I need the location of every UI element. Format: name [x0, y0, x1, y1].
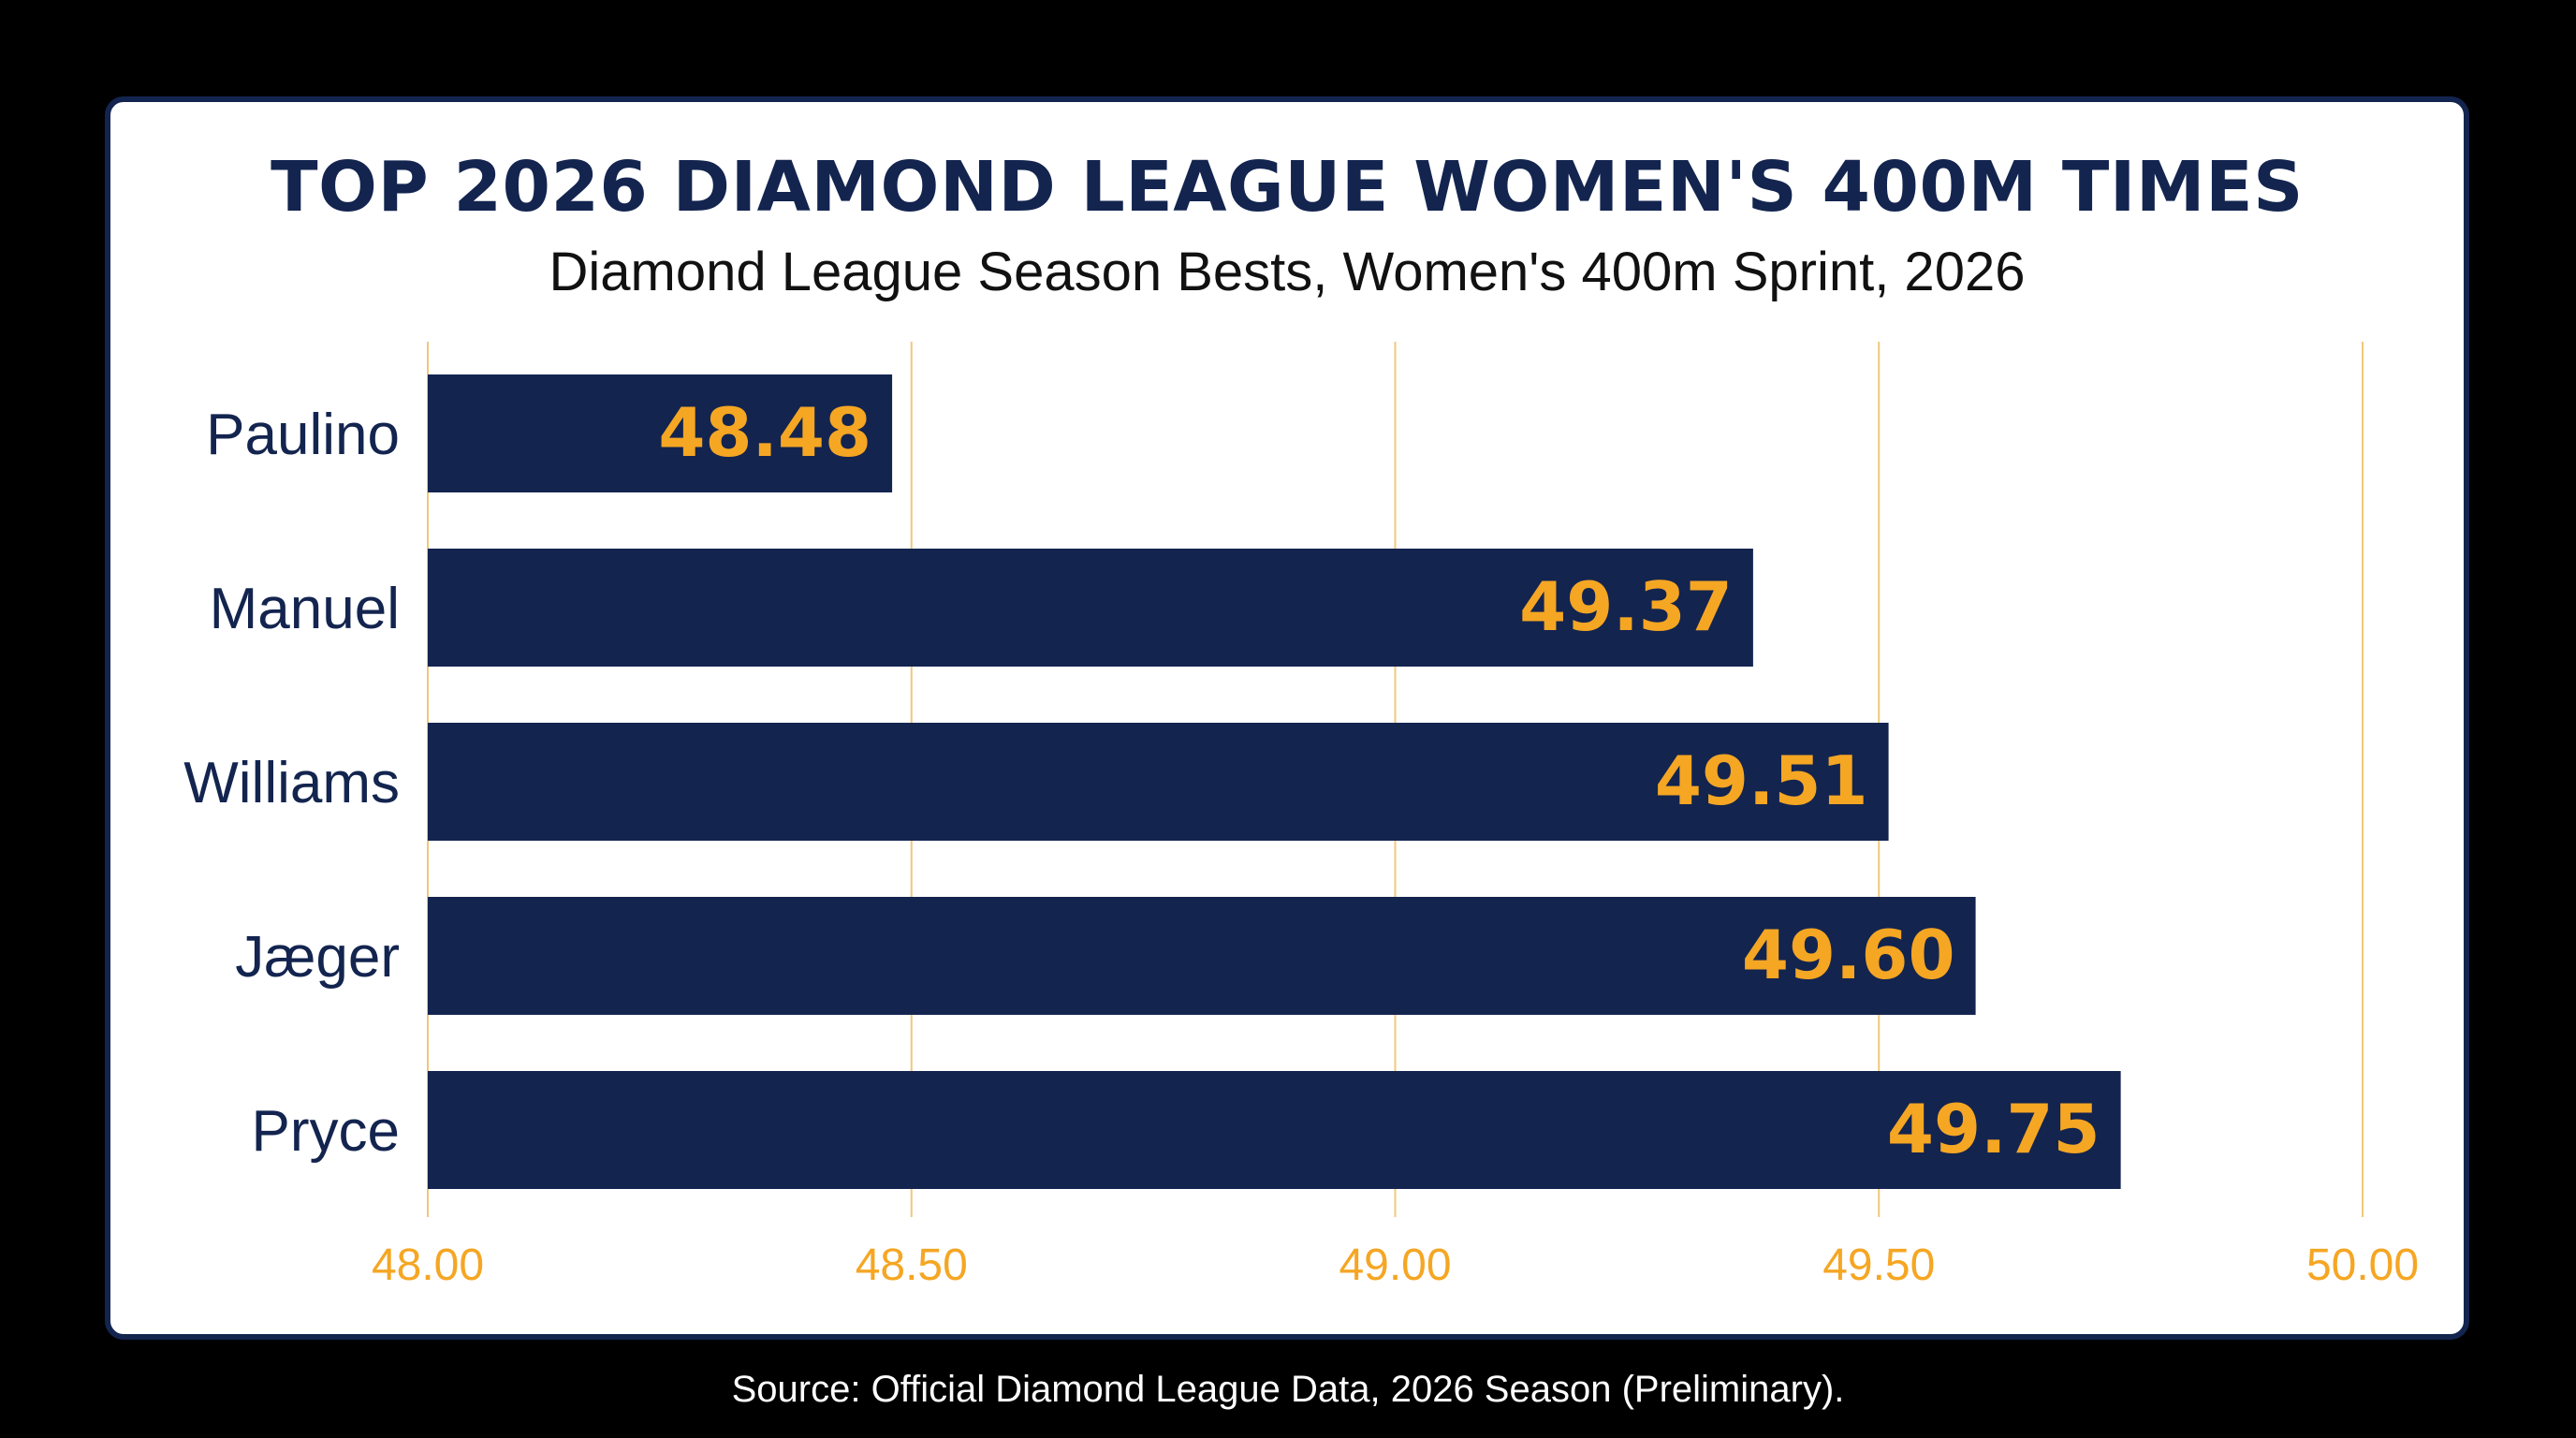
bar-value-label: 49.60 [1742, 916, 1955, 994]
bar [428, 897, 1976, 1015]
x-tick-label: 49.50 [1822, 1240, 1935, 1290]
bars [428, 374, 2121, 1189]
category-label: Williams [183, 751, 400, 815]
bar-value-label: 48.48 [658, 393, 871, 472]
category-label: Paulino [206, 403, 400, 467]
bar [428, 549, 1753, 667]
category-label: Manuel [210, 577, 400, 641]
bar [428, 1071, 2121, 1189]
category-label: Jæger [235, 925, 400, 990]
bar [428, 723, 1889, 841]
source-note: Source: Official Diamond League Data, 20… [731, 1369, 1845, 1410]
chart-subtitle: Diamond League Season Bests, Women's 400… [549, 242, 2026, 302]
x-tick-label: 48.00 [372, 1240, 484, 1290]
bar-value-label: 49.75 [1887, 1090, 2100, 1168]
x-tick-labels: 48.00 48.50 49.00 49.50 50.00 [372, 1240, 2419, 1290]
x-tick-label: 48.50 [856, 1240, 968, 1290]
bar-value-label: 49.37 [1519, 567, 1733, 646]
category-label: Pryce [252, 1099, 400, 1164]
bar-value-label: 49.51 [1655, 741, 1868, 820]
x-tick-label: 50.00 [2306, 1240, 2419, 1290]
chart-title: TOP 2026 DIAMOND LEAGUE WOMEN'S 400M TIM… [271, 147, 2304, 227]
x-tick-label: 49.00 [1339, 1240, 1451, 1290]
bar [428, 374, 893, 492]
value-labels: 48.48 49.37 49.51 49.60 49.75 [658, 393, 2100, 1168]
category-labels: Paulino Manuel Williams Jæger Pryce [183, 403, 400, 1164]
